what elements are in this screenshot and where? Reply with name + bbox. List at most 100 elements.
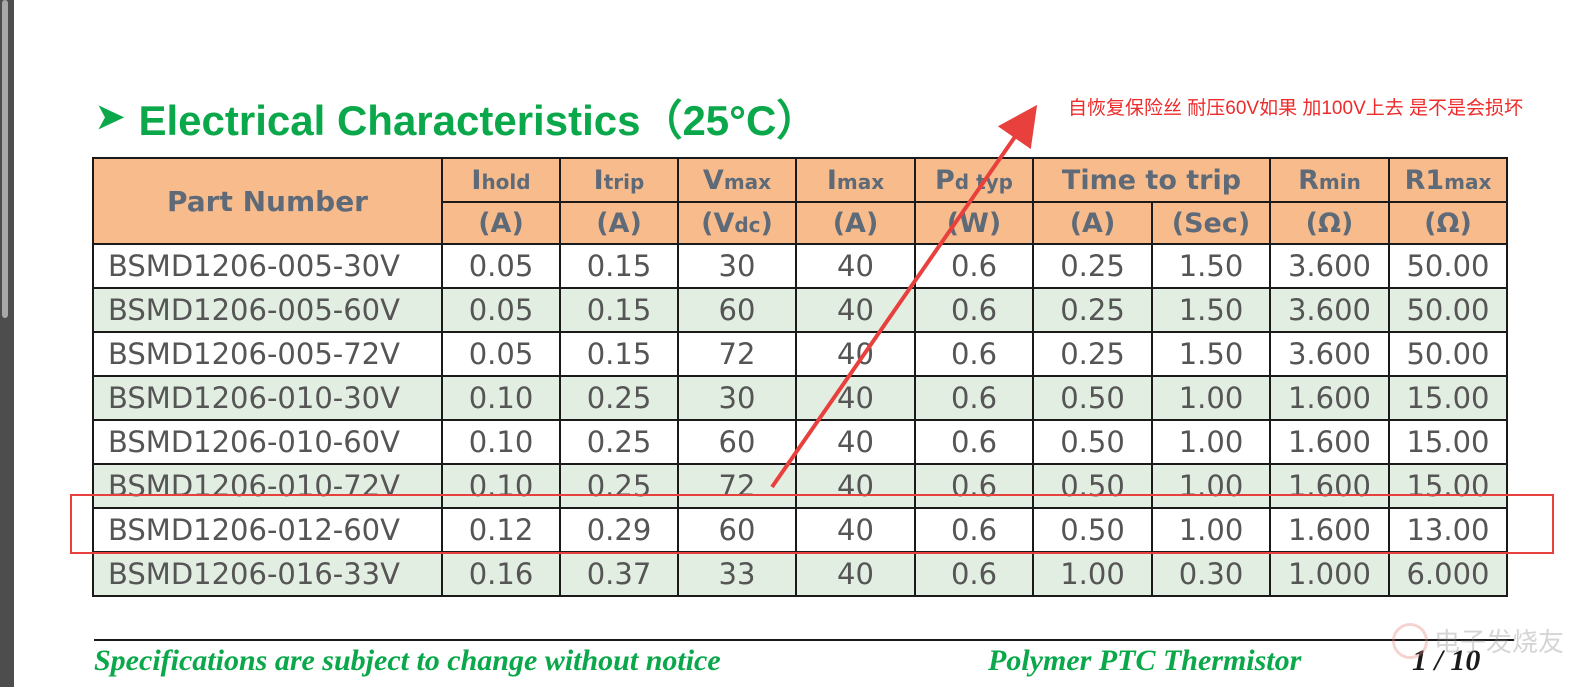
table-cell: 15.00: [1388, 463, 1508, 509]
unit-pd: (W): [914, 201, 1034, 245]
table-cell: 0.30: [1151, 551, 1271, 597]
cell-part-number: BSMD1206-005-72V: [92, 331, 443, 377]
table-row-highlighted: BSMD1206-012-60V 0.12 0.29 60 40 0.6 0.5…: [92, 507, 1508, 553]
table-cell: 0.10: [441, 419, 561, 465]
table-cell: 13.00: [1388, 507, 1508, 553]
table-cell: 0.15: [559, 331, 679, 377]
table-cell: 50.00: [1388, 287, 1508, 333]
table-cell: 0.25: [559, 463, 679, 509]
annotation-note: 自恢复保险丝 耐压60V如果 加100V上去 是不是会损坏: [1068, 98, 1524, 119]
bullet-arrow-icon: ➤: [96, 98, 125, 136]
table-cell: 33: [677, 551, 797, 597]
table-row: BSMD1206-016-33V 0.16 0.37 33 40 0.6 1.0…: [92, 551, 1508, 597]
cell-part-number: BSMD1206-010-60V: [92, 419, 443, 465]
table-cell: 3.600: [1269, 287, 1390, 333]
cell-part-number: BSMD1206-016-33V: [92, 551, 443, 597]
cell-part-number: BSMD1206-010-30V: [92, 375, 443, 421]
table-cell: 60: [677, 507, 797, 553]
unit-ihold: (A): [441, 201, 561, 245]
header-ihold: Ihold: [441, 157, 561, 203]
table-cell: 40: [795, 243, 916, 289]
table-cell: 0.15: [559, 287, 679, 333]
header-vmax: Vmax: [677, 157, 797, 203]
table-cell: 60: [677, 419, 797, 465]
table-cell: 0.6: [914, 551, 1034, 597]
table-cell: 0.6: [914, 507, 1034, 553]
cell-part-number: BSMD1206-005-60V: [92, 287, 443, 333]
table-cell: 72: [677, 331, 797, 377]
watermark-logo-icon: [1392, 622, 1428, 659]
table-cell: 6.000: [1388, 551, 1508, 597]
table-cell: 1.00: [1151, 419, 1271, 465]
table-cell: 0.50: [1032, 419, 1153, 465]
table-cell: 50.00: [1388, 331, 1508, 377]
header-pd-typ: Pd typ: [914, 157, 1034, 203]
unit-ttt-current: (A): [1032, 201, 1153, 245]
table-row: BSMD1206-010-72V 0.10 0.25 72 40 0.6 0.5…: [92, 463, 1508, 509]
unit-vmax: (Vdc): [677, 201, 797, 245]
table-cell: 3.600: [1269, 243, 1390, 289]
window-scrollbar[interactable]: [0, 0, 14, 687]
footer-disclaimer: Specifications are subject to change wit…: [94, 644, 721, 677]
table-cell: 1.50: [1151, 287, 1271, 333]
spec-table: Part Number Ihold Itrip Vmax Imax Pd typ…: [92, 157, 1508, 597]
table-cell: 0.25: [1032, 287, 1153, 333]
table-row: BSMD1206-005-72V 0.05 0.15 72 40 0.6 0.2…: [92, 331, 1508, 377]
table-cell: 0.05: [441, 243, 561, 289]
unit-rmin: (Ω): [1269, 201, 1390, 245]
table-cell: 0.25: [559, 419, 679, 465]
table-cell: 0.10: [441, 463, 561, 509]
table-cell: 1.50: [1151, 243, 1271, 289]
table-cell: 40: [795, 419, 916, 465]
table-cell: 40: [795, 507, 916, 553]
scrollbar-thumb[interactable]: [2, 0, 8, 318]
table-cell: 0.37: [559, 551, 679, 597]
table-cell: 15.00: [1388, 375, 1508, 421]
table-row: BSMD1206-010-30V 0.10 0.25 30 40 0.6 0.5…: [92, 375, 1508, 421]
footer-product-line: Polymer PTC Thermistor: [988, 644, 1302, 677]
table-cell: 1.50: [1151, 331, 1271, 377]
unit-r1max: (Ω): [1388, 201, 1508, 245]
table-cell: 1.600: [1269, 375, 1390, 421]
unit-imax: (A): [795, 201, 916, 245]
table-cell: 0.10: [441, 375, 561, 421]
table-cell: 1.600: [1269, 419, 1390, 465]
table-cell: 0.05: [441, 331, 561, 377]
table-cell: 0.15: [559, 243, 679, 289]
table-cell: 1.600: [1269, 507, 1390, 553]
watermark: 电子发烧友: [1392, 622, 1564, 659]
cell-part-number: BSMD1206-012-60V: [92, 507, 443, 553]
section-heading: ➤ Electrical Characteristics（25°C）: [96, 92, 818, 144]
header-itrip: Itrip: [559, 157, 679, 203]
table-cell: 40: [795, 287, 916, 333]
table-row: BSMD1206-010-60V 0.10 0.25 60 40 0.6 0.5…: [92, 419, 1508, 465]
table-cell: 0.6: [914, 331, 1034, 377]
table-cell: 40: [795, 375, 916, 421]
table-cell: 40: [795, 331, 916, 377]
table-cell: 1.00: [1151, 375, 1271, 421]
header-rmin: Rmin: [1269, 157, 1390, 203]
table-row: BSMD1206-005-60V 0.05 0.15 60 40 0.6 0.2…: [92, 287, 1508, 333]
table-row: BSMD1206-005-30V 0.05 0.15 30 40 0.6 0.2…: [92, 243, 1508, 289]
header-part-number: Part Number: [92, 157, 443, 245]
table-cell: 0.05: [441, 287, 561, 333]
table-cell: 60: [677, 287, 797, 333]
table-cell: 50.00: [1388, 243, 1508, 289]
table-cell: 40: [795, 551, 916, 597]
table-cell: 0.6: [914, 419, 1034, 465]
table-cell: 0.25: [559, 375, 679, 421]
table-cell: 0.25: [1032, 331, 1153, 377]
header-time-to-trip: Time to trip: [1032, 157, 1271, 203]
cell-part-number: BSMD1206-010-72V: [92, 463, 443, 509]
table-cell: 0.6: [914, 375, 1034, 421]
table-cell: 72: [677, 463, 797, 509]
table-cell: 0.6: [914, 243, 1034, 289]
table-cell: 0.50: [1032, 375, 1153, 421]
table-cell: 1.00: [1032, 551, 1153, 597]
unit-ttt-time: (Sec): [1151, 201, 1271, 245]
header-r1max: R1max: [1388, 157, 1508, 203]
table-cell: 0.6: [914, 463, 1034, 509]
header-imax: Imax: [795, 157, 916, 203]
table-cell: 3.600: [1269, 331, 1390, 377]
table-cell: 15.00: [1388, 419, 1508, 465]
